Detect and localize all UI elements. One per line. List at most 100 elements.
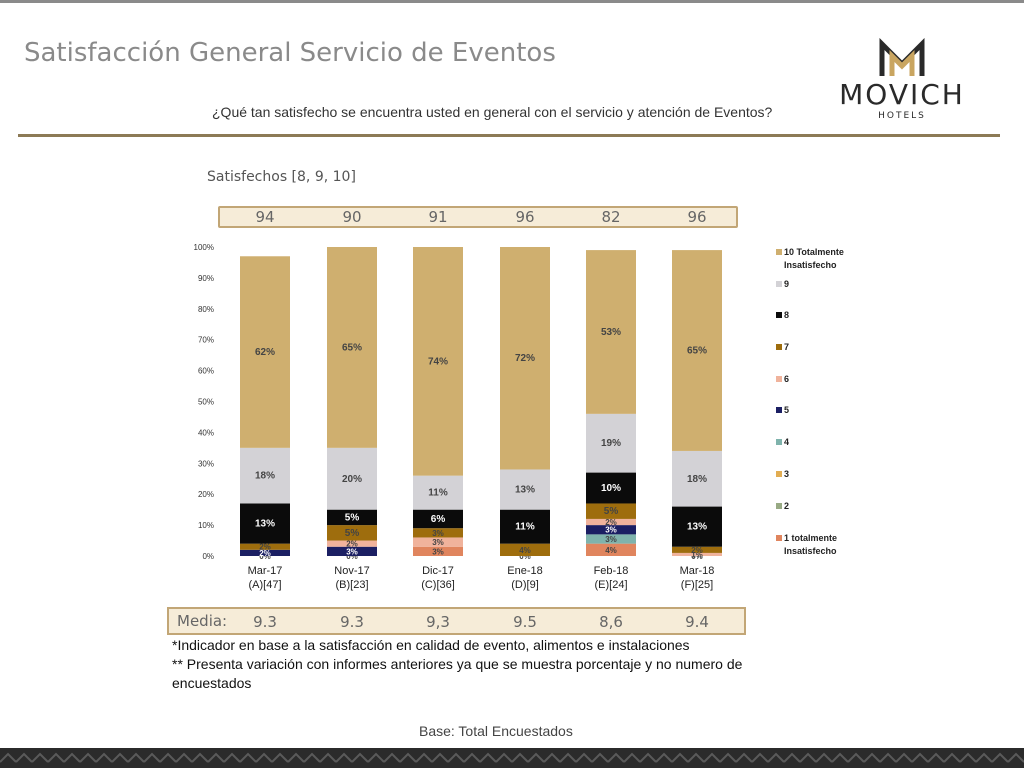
media-value: 8,6 (599, 613, 623, 631)
x-tick-label: Mar-18 (680, 565, 715, 577)
data-label: 4% (519, 546, 531, 555)
data-label: 53% (601, 327, 621, 338)
data-label: 2% (691, 546, 703, 555)
satisfied-band (218, 206, 738, 228)
survey-question: ¿Qué tan satisfecho se encuentra usted e… (212, 104, 773, 120)
data-label: 11% (515, 522, 535, 533)
data-label: 3% (432, 529, 444, 538)
bar-segment (672, 450, 722, 507)
y-tick-label: 50% (198, 398, 214, 407)
decorative-footer-band (0, 748, 1024, 768)
footer-zigzag (15, 752, 33, 763)
base-note: Base: Total Encuestados (419, 723, 573, 739)
data-label: 13% (515, 485, 535, 496)
data-label: 3% (605, 535, 617, 544)
data-label: 0% (519, 552, 531, 561)
movich-hotels-logo: MOVICH HOTELS (839, 38, 965, 121)
footer-zigzag (47, 752, 65, 763)
bar-segment (413, 247, 463, 476)
header-divider (18, 134, 1000, 137)
bar-segment (500, 469, 550, 510)
legend-label: 8 (784, 310, 789, 320)
footer-zigzag (303, 752, 321, 763)
bar-segment (327, 509, 377, 526)
footer-zigzag (287, 752, 305, 763)
x-tick-label: Dic-17 (422, 565, 454, 577)
legend-swatch (776, 503, 782, 509)
footer-zigzag (559, 752, 577, 763)
footer-zigzag (959, 752, 977, 763)
x-tick-sublabel: (E)[24] (594, 579, 627, 591)
satisfied-value: 90 (342, 208, 362, 226)
footer-zigzag (79, 752, 97, 763)
satisfied-value: 96 (687, 208, 707, 226)
media-band (167, 607, 746, 635)
legend-label: 7 (784, 342, 789, 352)
data-label: 5% (345, 528, 360, 539)
data-label: 1% (691, 550, 703, 559)
footnotes: *Indicador en base a la satisfacción en … (172, 636, 792, 693)
footer-zigzag (511, 752, 529, 763)
footer-zigzag (319, 752, 337, 763)
media-value: 9.3 (340, 613, 364, 631)
data-label: 19% (601, 438, 621, 449)
bar-segment (240, 256, 290, 448)
bar-segment (327, 247, 377, 448)
footer-zigzag (991, 752, 1009, 763)
data-label: 62% (255, 347, 275, 358)
bar-segment (413, 528, 463, 538)
footer-zigzag (799, 752, 817, 763)
media-value: 9,3 (426, 613, 450, 631)
legend-swatch (776, 439, 782, 445)
footer-zigzag (367, 752, 385, 763)
footer-zigzag (607, 752, 625, 763)
footer-zigzag (895, 752, 913, 763)
footer-zigzag (671, 752, 689, 763)
footer-zigzag (527, 752, 545, 763)
footer-zigzag (351, 752, 369, 763)
bar-segment (240, 543, 290, 550)
bar-segment (586, 503, 636, 519)
top-rule (0, 0, 1024, 3)
data-label: 0% (259, 552, 271, 561)
media-value: 9.5 (513, 613, 537, 631)
x-tick-sublabel: (D)[9] (511, 579, 539, 591)
footer-zigzag (335, 752, 353, 763)
footer-zigzag (479, 752, 497, 763)
footer-zigzag (383, 752, 401, 763)
footer-zigzag (207, 752, 225, 763)
y-tick-label: 20% (198, 490, 214, 499)
logo-sub-text: HOTELS (878, 111, 926, 121)
x-tick-label: Nov-17 (334, 565, 369, 577)
footer-zigzag (831, 752, 849, 763)
data-label: 11% (428, 488, 448, 499)
bar-segment (240, 503, 290, 544)
x-tick-sublabel: (A)[47] (248, 579, 281, 591)
footer-zigzag (463, 752, 481, 763)
data-label: 3% (605, 526, 617, 535)
footer-zigzag (447, 752, 465, 763)
legend-swatch (776, 312, 782, 318)
bar-segment (672, 546, 722, 553)
footer-zigzag (399, 752, 417, 763)
x-tick-sublabel: (C)[36] (421, 579, 455, 591)
bar-segment (500, 509, 550, 544)
footer-zigzag (159, 752, 177, 763)
data-label: 20% (342, 474, 362, 485)
satisfied-value: 82 (601, 208, 621, 226)
footer-zigzag (687, 752, 705, 763)
footer-zigzag (495, 752, 513, 763)
media-value: 9.3 (253, 613, 277, 631)
footer-zigzag (431, 752, 449, 763)
footer-zigzag (591, 752, 609, 763)
data-label: 65% (342, 342, 362, 353)
data-label: 18% (255, 471, 275, 482)
footer-zigzag (927, 752, 945, 763)
data-label: 10% (601, 483, 621, 494)
bar-segment (586, 518, 636, 526)
x-tick-sublabel: (F)[25] (681, 579, 713, 591)
logo-brand-text: MOVICH (839, 78, 965, 111)
bar-segment (586, 250, 636, 414)
data-label: 5% (604, 506, 619, 517)
footer-zigzag (223, 752, 241, 763)
